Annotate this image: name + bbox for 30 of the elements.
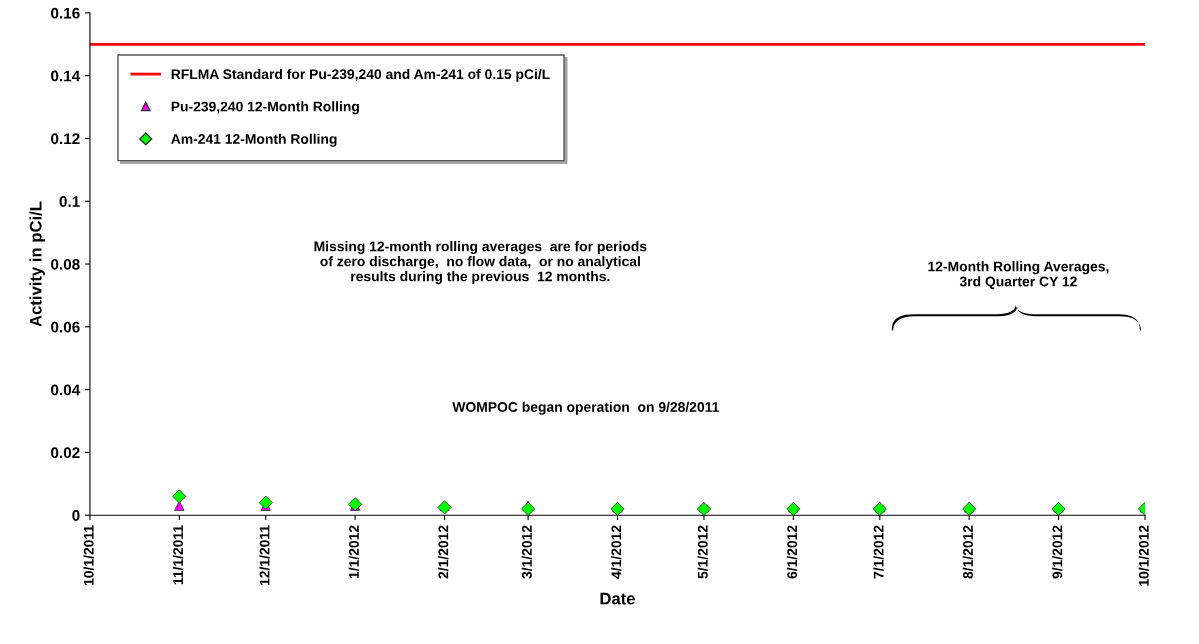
x-axis-title: Date xyxy=(600,592,635,605)
legend-label: Pu-239,240 12-Month Rolling xyxy=(171,101,359,115)
x-tick-label: 2/1/2012 xyxy=(438,525,449,579)
y-tick-label: 0.12 xyxy=(51,133,80,145)
y-tick-label: 0.16 xyxy=(51,7,80,19)
x-tick-label: 8/1/2012 xyxy=(962,525,974,579)
y-tick-label: 0.04 xyxy=(51,384,81,396)
y-tick-label: 0.06 xyxy=(51,321,80,333)
y-tick-label: 0 xyxy=(72,510,80,521)
annotation: 12-Month Rolling Averages, 3rd Quarter CY 12 xyxy=(928,261,1109,290)
x-tick-label: 4/1/2012 xyxy=(611,525,622,579)
y-tick-label: 0.02 xyxy=(51,447,80,459)
x-tick-label: 5/1/2012 xyxy=(697,525,708,579)
x-tick-label: 10/1/2012 xyxy=(1138,525,1149,586)
y-tick-label: 0.08 xyxy=(51,258,80,270)
y-tick-label: 0.1 xyxy=(59,196,80,207)
x-tick-label: 1/1/2012 xyxy=(348,525,360,579)
annotation: Missing 12-month rolling averages are for periods of zero discharge, no flow data, or no analytical results during the previous 12 months. xyxy=(314,241,647,285)
y-tick-label: 0.14 xyxy=(51,70,81,82)
x-tick-label: 6/1/2012 xyxy=(786,525,798,579)
legend-label: Am-241 12-Month Rolling xyxy=(171,133,337,147)
x-tick-label: 3/1/2012 xyxy=(521,525,532,579)
x-tick-label: 9/1/2012 xyxy=(1052,525,1063,579)
x-tick-label: 7/1/2012 xyxy=(873,525,884,579)
y-axis-title: Activity in pCi/L xyxy=(29,201,45,327)
x-tick-label: 10/1/2011 xyxy=(83,525,94,586)
legend-label: RFLMA Standard for Pu-239,240 and Am-241 of 0.15 pCi/L xyxy=(171,68,550,82)
x-tick-label: 11/1/2011 xyxy=(172,525,184,585)
x-tick-label: 12/1/2011 xyxy=(259,525,270,586)
annotation: WOMPOC began operation on 9/28/2011 xyxy=(452,401,719,415)
